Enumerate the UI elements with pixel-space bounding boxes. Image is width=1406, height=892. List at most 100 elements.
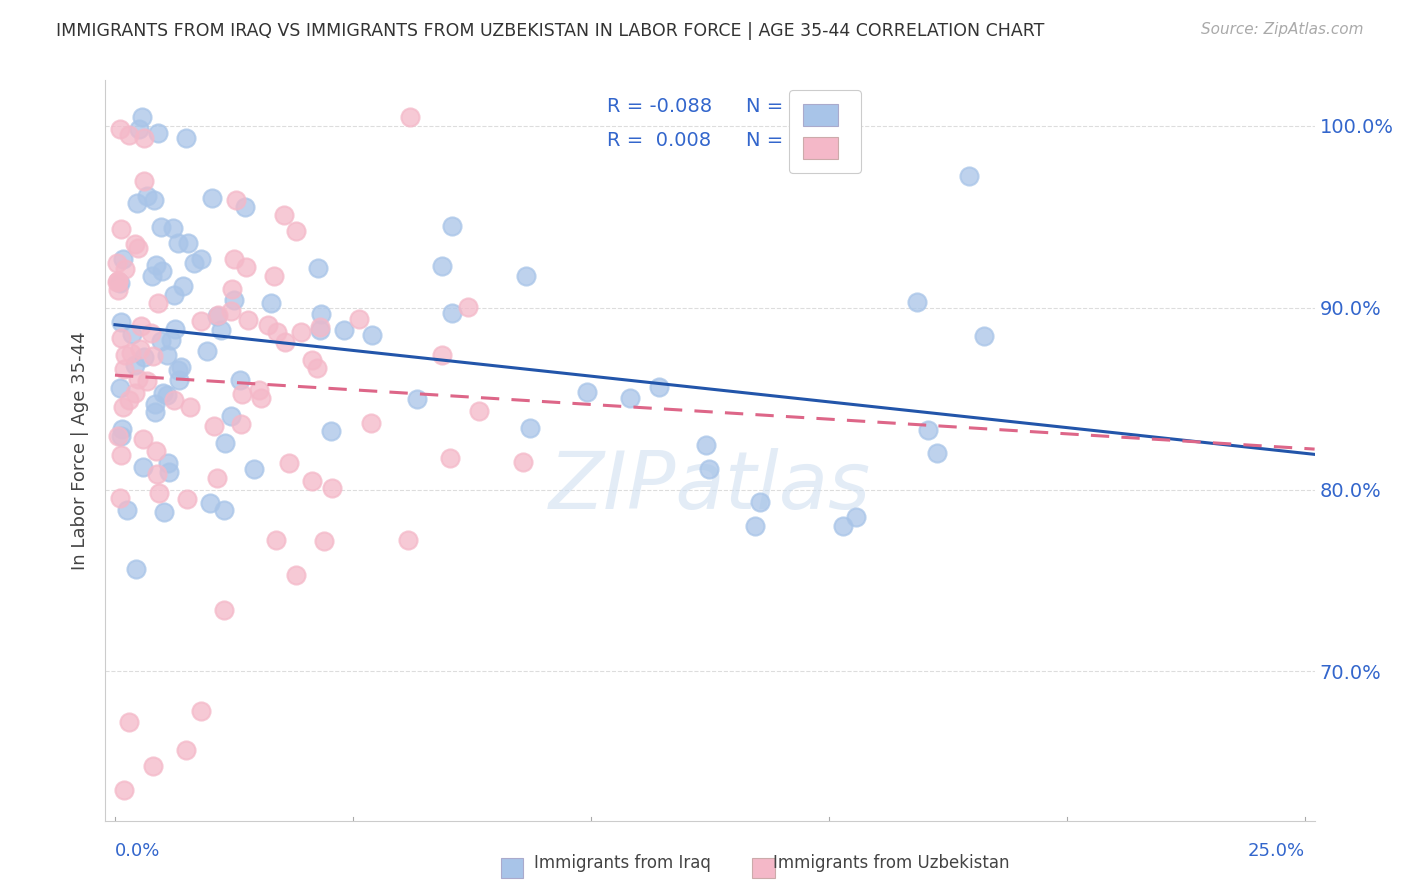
- Point: [142, 759, 165, 773]
- Point: [141, 269, 163, 284]
- Point: [845, 510, 868, 524]
- Point: [107, 255, 129, 269]
- Point: [118, 393, 141, 408]
- Point: [129, 342, 152, 356]
- Point: [105, 276, 128, 290]
- Point: [145, 443, 167, 458]
- Text: 25.0%: 25.0%: [1249, 842, 1305, 861]
- Point: [121, 327, 143, 342]
- Point: [905, 295, 928, 310]
- Point: [150, 264, 173, 278]
- Point: [515, 268, 537, 283]
- Point: [167, 235, 190, 250]
- Point: [112, 361, 135, 376]
- Point: [131, 110, 153, 124]
- Point: [225, 194, 247, 208]
- Point: [576, 385, 599, 400]
- Point: [190, 252, 212, 266]
- Point: [214, 436, 236, 450]
- Point: [143, 404, 166, 418]
- Point: [146, 126, 169, 140]
- Point: [118, 128, 141, 142]
- Point: [176, 491, 198, 506]
- Text: ZIPatlas: ZIPatlas: [548, 449, 872, 526]
- Point: [136, 374, 159, 388]
- Text: R = -0.088: R = -0.088: [607, 96, 713, 116]
- Y-axis label: In Labor Force | Age 35-44: In Labor Force | Age 35-44: [72, 331, 90, 570]
- Point: [167, 373, 190, 387]
- Point: [957, 169, 980, 184]
- Point: [118, 715, 141, 730]
- Point: [127, 372, 149, 386]
- Point: [112, 401, 135, 415]
- Point: [153, 505, 176, 519]
- Point: [141, 326, 163, 340]
- Point: [157, 465, 180, 479]
- Point: [205, 309, 228, 323]
- Point: [202, 419, 225, 434]
- Point: [111, 422, 134, 436]
- Point: [205, 471, 228, 485]
- Point: [309, 323, 332, 337]
- Point: [301, 474, 323, 488]
- Point: [195, 344, 218, 359]
- Point: [309, 307, 332, 321]
- Point: [219, 303, 242, 318]
- Point: [235, 260, 257, 275]
- Point: [172, 279, 194, 293]
- Point: [201, 190, 224, 204]
- Point: [146, 296, 169, 310]
- Point: [319, 425, 342, 439]
- Text: N = 83: N = 83: [747, 96, 814, 116]
- Point: [142, 349, 165, 363]
- Point: [149, 219, 172, 234]
- Point: [124, 562, 146, 576]
- Legend: , : ,: [789, 90, 860, 173]
- Point: [308, 319, 330, 334]
- Point: [148, 486, 170, 500]
- Point: [143, 397, 166, 411]
- Point: [647, 380, 669, 394]
- Point: [132, 433, 155, 447]
- Point: [108, 122, 131, 136]
- Point: [110, 331, 132, 345]
- Point: [441, 306, 464, 320]
- Point: [129, 318, 152, 333]
- Point: [120, 346, 142, 360]
- Point: [110, 222, 132, 236]
- Point: [457, 300, 479, 314]
- Point: [132, 350, 155, 364]
- Point: [128, 122, 150, 136]
- Point: [177, 235, 200, 250]
- Point: [110, 315, 132, 329]
- Point: [260, 295, 283, 310]
- Point: [176, 131, 198, 145]
- Point: [229, 417, 252, 432]
- Point: [231, 387, 253, 401]
- Point: [110, 429, 132, 443]
- Point: [266, 325, 288, 339]
- Text: IMMIGRANTS FROM IRAQ VS IMMIGRANTS FROM UZBEKISTAN IN LABOR FORCE | AGE 35-44 CO: IMMIGRANTS FROM IRAQ VS IMMIGRANTS FROM …: [56, 22, 1045, 40]
- Point: [236, 313, 259, 327]
- Point: [124, 358, 146, 372]
- Text: Immigrants from Iraq: Immigrants from Iraq: [534, 855, 711, 872]
- Point: [156, 456, 179, 470]
- Point: [347, 311, 370, 326]
- Point: [307, 260, 329, 275]
- Text: N = 82: N = 82: [747, 131, 814, 151]
- Text: 0.0%: 0.0%: [115, 842, 160, 861]
- Point: [744, 518, 766, 533]
- Point: [114, 347, 136, 361]
- Point: [183, 256, 205, 270]
- Point: [290, 325, 312, 339]
- Point: [519, 421, 541, 435]
- Point: [136, 189, 159, 203]
- Point: [159, 333, 181, 347]
- Point: [108, 276, 131, 290]
- Point: [156, 388, 179, 402]
- Point: [115, 503, 138, 517]
- Point: [222, 293, 245, 308]
- Point: [832, 519, 855, 533]
- Point: [243, 461, 266, 475]
- Point: [285, 224, 308, 238]
